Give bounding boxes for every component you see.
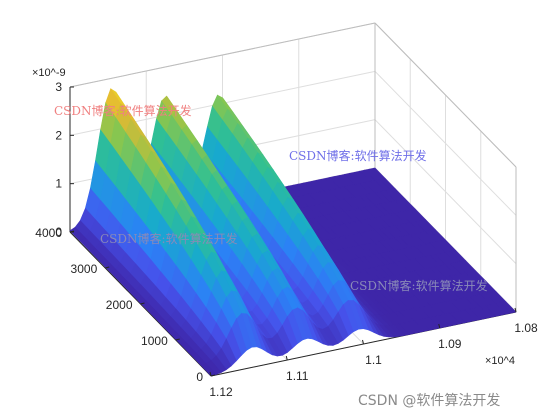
y-tick-label: 1000 bbox=[141, 334, 168, 348]
z-tick-label: 3 bbox=[55, 80, 62, 94]
z-multiplier: ×10^-9 bbox=[32, 67, 66, 79]
x-tick-label: 1.12 bbox=[209, 385, 233, 399]
side-wall-gridline bbox=[374, 70, 517, 216]
z-tick-label: 2 bbox=[55, 128, 62, 142]
y-tick-label: 4000 bbox=[35, 226, 62, 240]
surface-mesh bbox=[69, 88, 517, 377]
credit-label: CSDN @软件算法开发 bbox=[358, 393, 500, 409]
side-wall-gridline bbox=[374, 119, 517, 265]
box-edge bbox=[69, 22, 376, 88]
watermark-4: CSDN博客:软件算法开发 bbox=[350, 278, 488, 293]
y-tick-mark bbox=[69, 230, 75, 233]
watermark-3: CSDN博客:软件算法开发 bbox=[100, 231, 238, 246]
y-tick-mark bbox=[105, 266, 110, 269]
axis-ticks: 0 1 2 3 0 1000 2000 3000 4000 1.08 1.09 1.1 1.11 1.12 bbox=[35, 80, 538, 399]
x-tick-mark bbox=[285, 355, 288, 361]
box-edge bbox=[374, 22, 517, 168]
x-multiplier: ×10^4 bbox=[485, 355, 515, 367]
x-tick-mark bbox=[362, 339, 364, 345]
z-tick-label: 0 bbox=[55, 225, 62, 239]
y-tick-label: 3000 bbox=[71, 262, 98, 276]
watermark-2: CSDN博客:软件算法开发 bbox=[289, 148, 427, 163]
y-tick-mark bbox=[175, 338, 180, 341]
y-tick-mark bbox=[140, 302, 145, 305]
x-tick-label: 1.11 bbox=[286, 369, 309, 383]
x-tick-mark bbox=[209, 371, 212, 377]
x-tick-mark bbox=[438, 323, 441, 329]
y-tick-label: 2000 bbox=[106, 298, 133, 312]
x-tick-label: 1.1 bbox=[365, 353, 382, 367]
watermark-1: CSDN博客:软件算法开发 bbox=[54, 103, 192, 118]
x-tick-label: 1.08 bbox=[514, 321, 538, 335]
x-tick-label: 1.09 bbox=[438, 337, 462, 351]
y-tick-mark bbox=[210, 374, 216, 377]
x-tick-mark bbox=[514, 307, 517, 313]
y-tick-label: 0 bbox=[196, 370, 203, 384]
z-tick-label: 1 bbox=[55, 177, 62, 191]
